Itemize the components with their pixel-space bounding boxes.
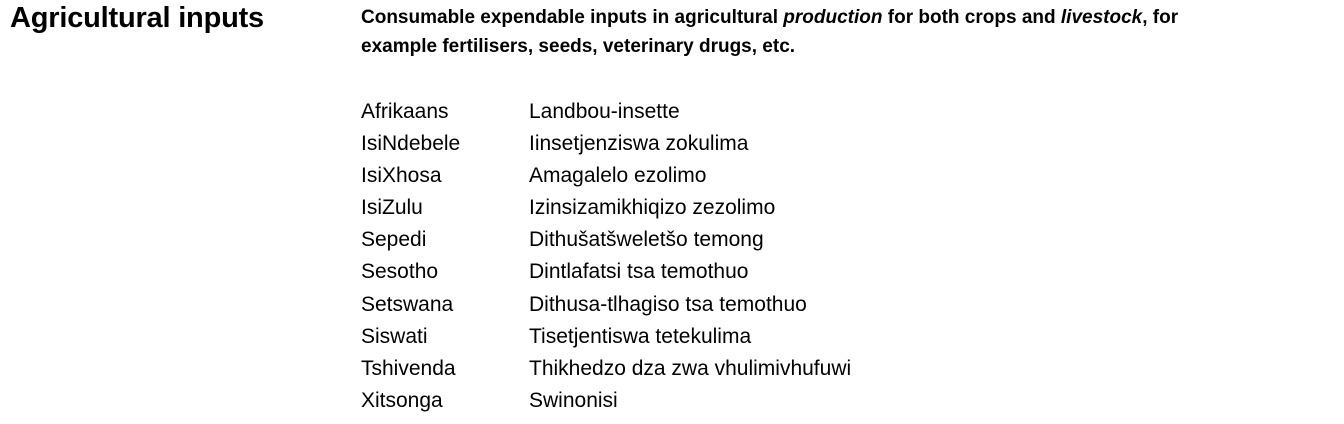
language-name: Xitsonga bbox=[361, 388, 443, 412]
translation-row: Xitsonga Swinonisi bbox=[361, 385, 851, 417]
definition-line-2: example fertilisers, seeds, veterinary d… bbox=[361, 36, 796, 57]
translation-row: Siswati Tisetjentiswa tetekulima bbox=[361, 321, 851, 353]
translation-row: Tshivenda Thikhedzo dza zwa vhulimivhufuw… bbox=[361, 353, 851, 385]
language-name: IsiNdebele bbox=[361, 132, 461, 156]
translation-row: Sepedi Dithušatšweletšo temong bbox=[361, 224, 851, 256]
translation-row: Afrikaans Landbou-insette bbox=[361, 96, 851, 128]
term-link-livestock: livestock bbox=[1060, 7, 1143, 28]
translated-term: Dithušatšweletšo temong bbox=[529, 228, 764, 252]
definition: Consumable expendable inputs in agricult… bbox=[361, 3, 1341, 61]
translated-term: Dintlafatsi tsa temothuo bbox=[529, 260, 749, 284]
translated-term: Swinonisi bbox=[529, 388, 618, 412]
translated-term: Landbou-insette bbox=[529, 100, 680, 123]
language-name: Sepedi bbox=[361, 228, 427, 252]
language-name: Setswana bbox=[361, 292, 454, 316]
translation-list: Afrikaans Landbou-insette IsiNdebele Iinse… bbox=[361, 96, 851, 417]
translation-row: IsiNdebele Iinsetjenziswa zokulima bbox=[361, 128, 851, 160]
translation-row: Sesotho Dintlafatsi tsa temothuo bbox=[361, 256, 851, 288]
language-name: Sesotho bbox=[361, 260, 439, 284]
translation-row: Setswana Dithusa-tlhagiso tsa temothuo bbox=[361, 289, 851, 321]
translated-term: Dithusa-tlhagiso tsa temothuo bbox=[529, 292, 807, 316]
translated-term: Tisetjentiswa tetekulima bbox=[529, 324, 752, 348]
translated-term: Thikhedzo dza zwa vhulimivhufuwi bbox=[529, 356, 852, 380]
language-name: Afrikaans bbox=[361, 100, 449, 123]
translated-term: Iinsetjenziswa zokulima bbox=[529, 132, 749, 156]
language-name: IsiXhosa bbox=[361, 164, 442, 188]
translated-term: Amagalelo ezolimo bbox=[529, 164, 707, 188]
term-link-production: production bbox=[783, 7, 883, 28]
language-name: Tshivenda bbox=[361, 356, 456, 380]
language-name: Siswati bbox=[361, 324, 428, 348]
translation-row: IsiZulu Izinsizamikhiqizo zezolimo bbox=[361, 192, 851, 224]
term-heading: Agricultural inputs bbox=[10, 2, 264, 34]
translated-term: Izinsizamikhiqizo zezolimo bbox=[529, 196, 776, 220]
translation-row: IsiXhosa Amagalelo ezolimo bbox=[361, 160, 851, 192]
definition-line-1: Consumable expendable inputs in agricult… bbox=[361, 7, 1179, 28]
language-name: IsiZulu bbox=[361, 196, 423, 220]
